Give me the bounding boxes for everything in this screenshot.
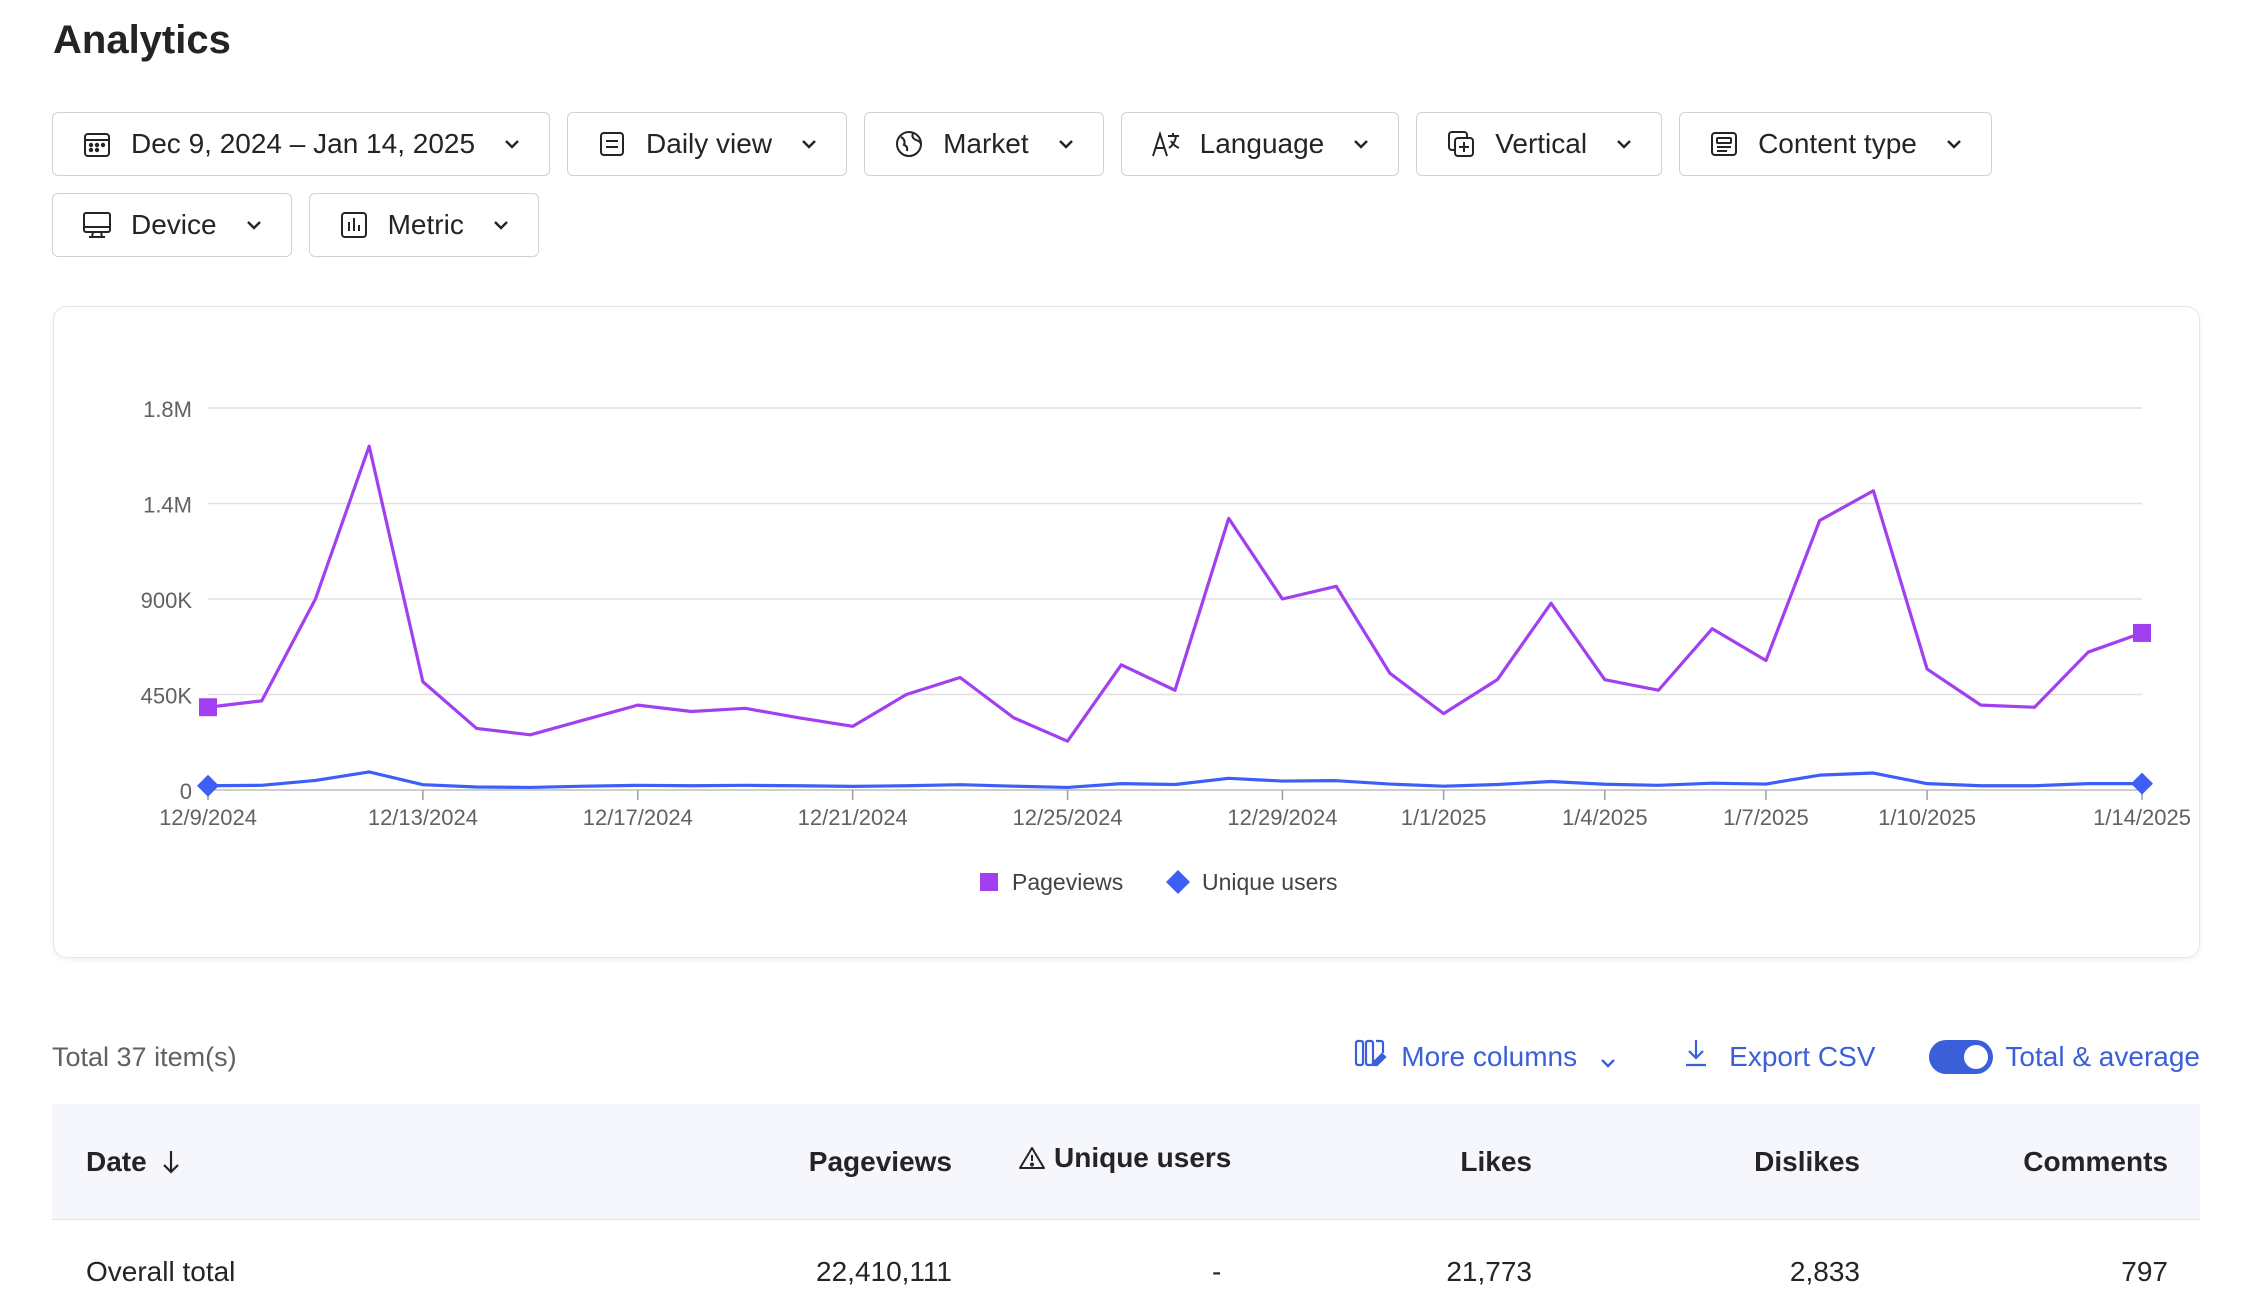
x-tick-label: 1/1/2025 [1401, 805, 1487, 830]
cell-dislikes: 2,833 [1789, 1256, 1860, 1287]
chevron-down-icon [1943, 133, 1965, 155]
toggle-knob [1964, 1044, 1989, 1069]
x-tick-label: 12/9/2024 [159, 805, 257, 830]
data-table: Date Pageviews Unique users Likes Dislik… [52, 1104, 2200, 1298]
x-tick-label: 12/13/2024 [368, 805, 478, 830]
bar-chart-icon [338, 209, 370, 241]
legend-unique-users-swatch [1166, 870, 1190, 894]
language-icon [1150, 128, 1182, 160]
cell-unique-users: - [1212, 1256, 1222, 1287]
chevron-down-icon [243, 214, 265, 236]
line-chart: 0 450K 900K 1.4M 1.8M 12/9/2024 12/13/2024 12/1… [141, 397, 2191, 895]
unique-users-marker [197, 774, 219, 797]
download-icon [1679, 1036, 1713, 1077]
x-tick-label: 1/14/2025 [2093, 805, 2191, 830]
chevron-down-icon [1597, 1046, 1619, 1068]
pageviews-header-label: Pageviews [808, 1146, 952, 1177]
vertical-filter[interactable]: Vertical [1416, 112, 1663, 176]
metric-label: Metric [387, 209, 464, 240]
dislikes-header-label: Dislikes [1754, 1146, 1860, 1177]
x-tick-label: 1/4/2025 [1562, 805, 1648, 830]
content-type-icon [1708, 128, 1740, 160]
chevron-down-icon [1055, 133, 1077, 155]
x-tick-label: 12/25/2024 [1013, 805, 1123, 830]
x-tick-label: 1/10/2025 [1878, 805, 1976, 830]
series-line-unique-users [207, 770, 2142, 790]
column-header-dislikes[interactable]: Dislikes [1754, 1104, 1860, 1220]
cell-comments: 797 [2121, 1256, 2168, 1287]
chevron-down-icon [798, 133, 820, 155]
page-title: Analytics [53, 18, 231, 62]
unique-users-marker [2131, 772, 2153, 795]
cell-pageviews: 22,410,111 [816, 1256, 952, 1287]
chevron-down-icon [490, 214, 512, 236]
more-columns-label: More columns [1401, 1040, 1578, 1072]
series-line-pageviews [207, 444, 2143, 743]
cell-date: Overall total [86, 1256, 236, 1287]
sort-descending-icon[interactable] [159, 1148, 183, 1176]
metric-filter[interactable]: Metric [308, 193, 539, 257]
legend-pageviews-swatch [980, 873, 998, 891]
total-average-toggle[interactable]: Total & average [1929, 1039, 2200, 1074]
vertical-icon [1445, 128, 1477, 160]
y-tick-label: 900K [141, 588, 193, 613]
column-header-unique-users[interactable]: Unique users [1018, 1100, 1231, 1216]
chevron-down-icon [1613, 133, 1635, 155]
x-tick-label: 12/29/2024 [1227, 805, 1337, 830]
comments-header-label: Comments [2023, 1146, 2168, 1177]
view-filter[interactable]: Daily view [567, 112, 848, 176]
monitor-icon [81, 209, 113, 241]
table-row: Overall total 22,410,111 - 21,773 2,833 … [52, 1220, 2200, 1298]
date-header-label: Date [86, 1146, 147, 1177]
export-csv-button[interactable]: Export CSV [1679, 1036, 1875, 1077]
market-filter[interactable]: Market [864, 112, 1104, 176]
column-header-comments[interactable]: Comments [2023, 1104, 2168, 1220]
export-csv-label: Export CSV [1729, 1040, 1876, 1072]
device-filter[interactable]: Device [52, 193, 292, 257]
y-tick-label: 450K [141, 684, 193, 709]
column-header-likes[interactable]: Likes [1460, 1104, 1532, 1220]
total-items-count: Total 37 item(s) [52, 1042, 237, 1072]
chart-card: 0 450K 900K 1.4M 1.8M 12/9/2024 12/13/2024 12/1… [53, 306, 2200, 958]
columns-icon [1353, 1036, 1387, 1077]
pageviews-marker [2133, 623, 2151, 642]
content-type-filter[interactable]: Content type [1679, 112, 1992, 176]
y-tick-label: 1.8M [143, 397, 192, 422]
unique-users-header-label: Unique users [1054, 1142, 1232, 1173]
column-header-date[interactable]: Date [86, 1104, 183, 1220]
table-header-row: Date Pageviews Unique users Likes Dislik… [52, 1104, 2200, 1220]
x-tick-label: 1/7/2025 [1723, 805, 1809, 830]
date-range-filter[interactable]: Dec 9, 2024 – Jan 14, 2025 [52, 112, 551, 176]
column-header-pageviews[interactable]: Pageviews [809, 1104, 952, 1220]
likes-header-label: Likes [1460, 1146, 1532, 1177]
language-label: Language [1199, 128, 1325, 159]
globe-icon [893, 128, 925, 160]
date-range-label: Dec 9, 2024 – Jan 14, 2025 [131, 128, 476, 159]
language-filter[interactable]: Language [1120, 112, 1400, 176]
cell-likes: 21,773 [1446, 1256, 1532, 1287]
warning-icon [1018, 1145, 1046, 1171]
legend-unique-users-label: Unique users [1202, 869, 1338, 895]
content-type-label: Content type [1758, 128, 1917, 159]
x-tick-label: 12/17/2024 [583, 805, 693, 830]
chevron-down-icon [501, 133, 523, 155]
legend-pageviews-label: Pageviews [1012, 869, 1123, 895]
chevron-down-icon [1350, 133, 1372, 155]
device-label: Device [131, 209, 217, 240]
view-label: Daily view [646, 128, 773, 159]
y-tick-label: 0 [180, 779, 192, 804]
total-average-label: Total & average [2005, 1040, 2200, 1072]
filter-bar: Dec 9, 2024 – Jan 14, 2025 Daily view Ma… [52, 112, 2202, 257]
vertical-label: Vertical [1495, 128, 1588, 159]
y-tick-label: 1.4M [143, 493, 192, 518]
more-columns-button[interactable]: More columns [1353, 1036, 1619, 1077]
table-toolbar: Total 37 item(s) More columns Export CSV… [52, 1036, 2200, 1080]
view-icon [596, 128, 628, 160]
toggle-switch[interactable] [1929, 1039, 1994, 1074]
pageviews-marker [199, 698, 217, 717]
calendar-icon [81, 128, 113, 160]
market-label: Market [943, 128, 1029, 159]
x-tick-label: 12/21/2024 [798, 805, 908, 830]
